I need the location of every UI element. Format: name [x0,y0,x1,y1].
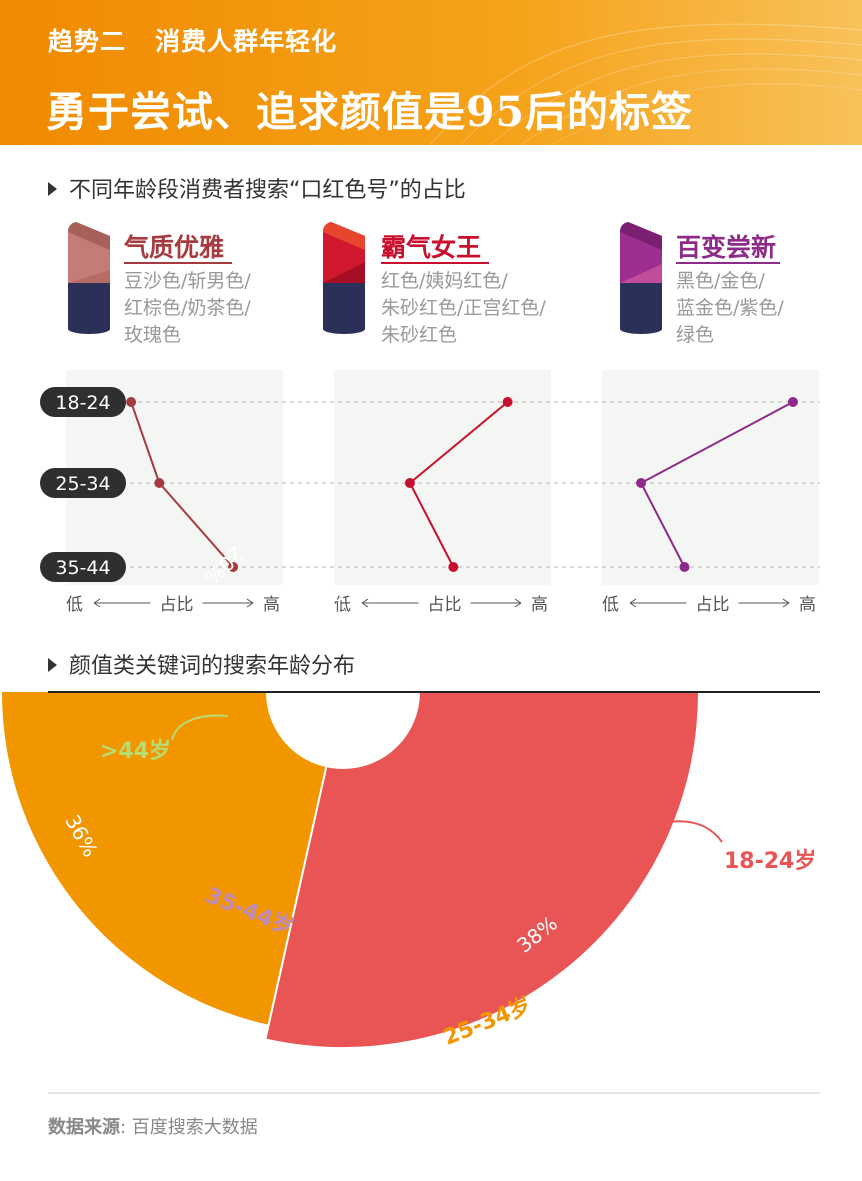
axis-high-label: 高 [263,595,280,615]
axis-title: 占比 [160,595,194,615]
axis-low-label: 低 [66,595,83,615]
age-label-18-24: 18-24 [55,392,110,414]
section-marker-icon [48,182,57,196]
section-title-text: 颜值类关键词的搜索年龄分布 [69,654,356,679]
data-source-label: 数据来源 [48,1117,120,1138]
wave-decoration [429,23,862,145]
category-underline-1 [124,262,232,264]
page-title: 勇于尝试、追求颜值是95后的标签 [46,88,694,136]
chart-panel-3 [602,370,819,585]
header-kicker: 趋势二 消费人群年轻化 [48,27,338,56]
axis-arrowhead-left [93,598,101,608]
age-pill-25-34 [40,468,126,498]
data-point-1-25-34 [154,478,165,488]
axis-arrowhead-right [246,598,254,608]
slice-label-44: >44岁 [100,738,171,764]
rose-slices [0,500,701,1050]
data-source-text: 百度搜索大数据 [131,1117,258,1138]
leader-line-18-24 [667,820,723,843]
slice-value-35-44岁: 20% [200,542,249,590]
category-desc-2: 红色/姨妈红色/朱砂红色/正宫红色/朱砂红色 [381,270,546,346]
axis-high-label: 高 [531,595,548,615]
category-desc-3: 黑色/金色/蓝金色/紫色/绿色 [676,270,784,346]
data-point-3-25-34 [636,478,647,488]
axis-arrowhead-left [629,598,637,608]
chart-panel-2 [334,370,551,585]
axis-low-label: 低 [602,595,619,615]
data-point-3-18-24 [787,397,798,407]
data-point-2-35-44 [448,562,459,572]
data-point-1-35-44 [228,562,239,572]
axis-title: 占比 [428,595,462,615]
section-title-lipstick: 不同年龄段消费者搜索“口红色号”的占比 [48,172,466,204]
data-point-2-25-34 [404,478,415,488]
category-desc-1: 豆沙色/斩男色/红棕色/奶茶色/玫瑰色 [124,270,251,346]
rose-slice-18-24岁 [264,692,701,1050]
data-source-colon: : [120,1117,132,1138]
section-title-text: 不同年龄段消费者搜索“口红色号”的占比 [69,178,466,203]
data-point-2-18-24 [502,397,513,407]
slice-label-18-24: 18-24岁 [724,848,816,874]
axis-high-label: 高 [799,595,816,615]
section-title-beauty: 颜值类关键词的搜索年龄分布 [48,648,355,680]
rose-slice-35-44岁 [155,500,322,666]
header-banner: 趋势二 消费人群年轻化 勇于尝试、追求颜值是95后的标签 [0,0,862,145]
data-point-1-18-24 [126,397,137,407]
age-label-35-44: 35-44 [55,557,110,579]
slice-value->44岁: 6% [312,580,347,608]
data-point-3-35-44 [679,562,690,572]
data-source: 数据来源: 百度搜索大数据 [48,1113,258,1139]
age-label-25-34: 25-34 [55,473,110,495]
axis-arrowhead-right [782,598,790,608]
age-pill-18-24 [40,387,126,417]
category-name-2: 霸气女王 [381,233,482,262]
axis-low-label: 低 [334,595,351,615]
section-marker-icon [48,658,57,672]
category-underline-2 [381,262,489,264]
category-name-3: 百变尝新 [676,233,777,262]
age-pill-35-44 [40,552,126,582]
axis-title: 占比 [696,595,730,615]
axis-arrowhead-left [361,598,369,608]
category-underline-3 [676,262,780,264]
axis-arrowhead-right [514,598,522,608]
category-name-1: 气质优雅 [124,233,225,262]
rose-slice-25-34岁 [0,692,328,1027]
leader-line-44 [171,714,229,741]
